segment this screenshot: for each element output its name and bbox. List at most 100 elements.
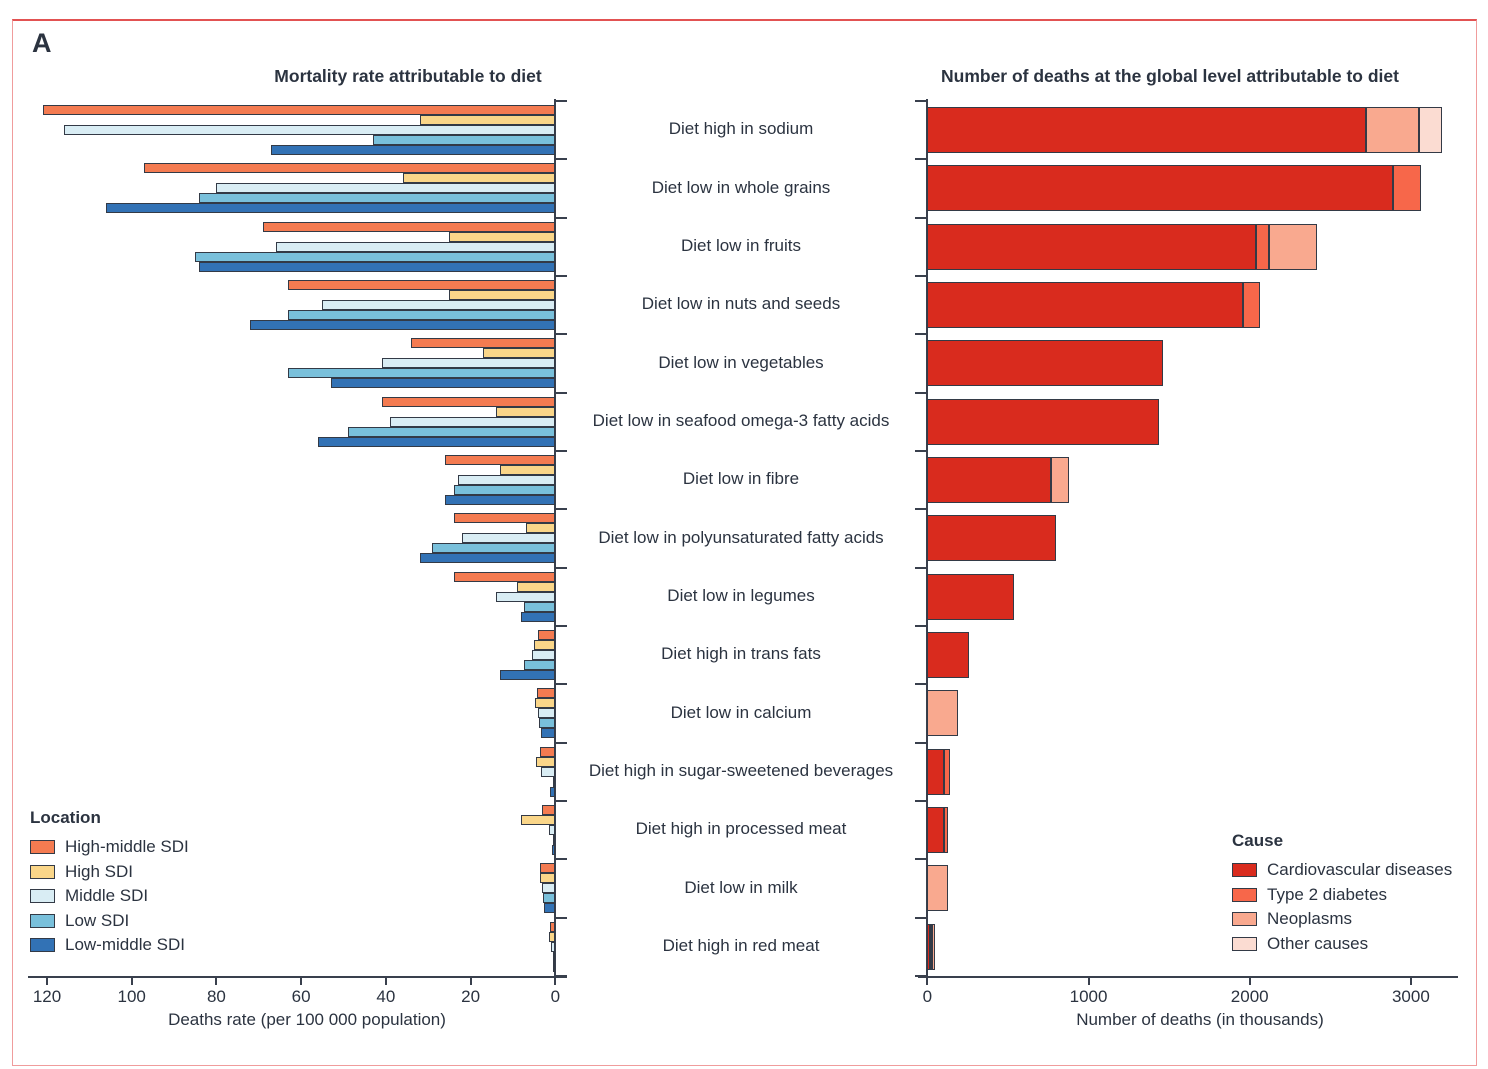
bar-diet-low-in-fibre-low-middle-sdi [445, 495, 556, 505]
left-x-tick-label: 20 [461, 987, 481, 1006]
bar-diet-high-in-sugar-sweetened-beverages-high-sdi [535, 756, 556, 767]
bar-segment-diet-low-in-calcium-neoplasms [927, 690, 958, 737]
bar-diet-low-in-calcium-middle-sdi [538, 708, 556, 719]
legend-label-other-causes: Other causes [1267, 933, 1369, 953]
right-x-tick [1409, 978, 1412, 985]
category-label-diet-high-in-sodium: Diet high in sodium [668, 119, 814, 139]
category-label-diet-high-in-trans-fats: Diet high in trans fats [661, 644, 821, 664]
right-x-axis-title: Number of deaths (in thousands) [1076, 1010, 1324, 1029]
left-x-tick [300, 978, 303, 985]
bar-segment-diet-low-in-fibre-neoplasms [1051, 457, 1070, 503]
right-chart-title: Number of deaths at the global level att… [941, 66, 1399, 86]
bar-diet-low-in-nuts-and-seeds-middle-sdi [322, 300, 556, 310]
legend-item-low-middle-sdi: Low-middle SDI [30, 933, 189, 958]
right-x-tick-label: 1000 [1069, 987, 1108, 1006]
legend-label-low-sdi: Low SDI [65, 910, 130, 930]
bar-diet-high-in-trans-fats-high-sdi [534, 640, 556, 650]
right-x-axis-line [918, 976, 1458, 978]
right-group-tick [915, 158, 928, 161]
right-group-tick [915, 741, 928, 744]
bar-diet-high-in-sugar-sweetened-beverages-low-middle-sdi [549, 786, 556, 797]
bar-diet-high-in-processed-meat-high-sdi [521, 815, 556, 825]
left-x-tick [215, 978, 218, 985]
bar-segment-diet-low-in-nuts-and-seeds-cardiovascular-diseases [927, 282, 1244, 328]
bar-diet-low-in-milk-high-middle-sdi [540, 863, 556, 874]
bar-diet-low-in-fibre-high-middle-sdi [445, 455, 556, 465]
bar-segment-diet-high-in-sodium-cardiovascular-diseases [927, 107, 1366, 153]
category-label-diet-low-in-seafood-omega-3-fatty-acids: Diet low in seafood omega-3 fatty acids [592, 410, 890, 430]
bar-diet-high-in-sugar-sweetened-beverages-high-middle-sdi [539, 746, 556, 757]
legend-item-low-sdi: Low SDI [30, 909, 189, 934]
right-group-tick [915, 508, 928, 511]
bar-diet-low-in-polyunsaturated-fatty-acids-middle-sdi [462, 533, 556, 544]
left-group-tick [555, 275, 568, 277]
bar-segment-diet-high-in-processed-meat-cardiovascular-diseases [927, 807, 944, 853]
right-x-tick-label: 3000 [1391, 987, 1430, 1006]
high-middle-sdi-swatch-icon [30, 840, 55, 855]
bar-diet-high-in-trans-fats-high-middle-sdi [538, 630, 556, 640]
bar-diet-low-in-polyunsaturated-fatty-acids-high-sdi [525, 523, 556, 534]
low-middle-sdi-swatch-icon [30, 938, 55, 953]
category-label-diet-low-in-vegetables: Diet low in vegetables [658, 352, 824, 372]
bar-segment-diet-high-in-trans-fats-cardiovascular-diseases [927, 632, 970, 678]
bar-diet-low-in-seafood-omega-3-fatty-acids-low-sdi [347, 426, 556, 437]
category-label-diet-low-in-calcium: Diet low in calcium [670, 702, 812, 722]
bar-diet-low-in-milk-middle-sdi [541, 883, 556, 894]
right-group-tick [915, 216, 928, 219]
bar-diet-high-in-processed-meat-middle-sdi [548, 825, 556, 835]
left-group-tick [555, 858, 568, 861]
bar-diet-low-in-fruits-low-sdi [195, 251, 556, 262]
category-label-diet-high-in-processed-meat: Diet high in processed meat [635, 819, 847, 839]
bar-diet-low-in-vegetables-high-middle-sdi [411, 338, 556, 349]
bar-segment-diet-high-in-red-meat-type-2-diabetes [929, 923, 933, 970]
left-x-tick-label: 60 [291, 987, 311, 1006]
bar-diet-low-in-legumes-low-middle-sdi [521, 611, 556, 622]
right-x-tick-label: 0 [922, 987, 933, 1006]
left-x-axis-line [28, 976, 567, 978]
bar-diet-low-in-vegetables-high-sdi [483, 348, 556, 359]
bar-diet-high-in-trans-fats-low-sdi [523, 660, 556, 670]
right-group-tick [915, 916, 928, 919]
legend-item-middle-sdi: Middle SDI [30, 884, 189, 909]
bar-diet-high-in-red-meat-low-sdi [552, 951, 556, 962]
bar-diet-low-in-fruits-middle-sdi [275, 241, 556, 252]
left-x-tick [46, 978, 48, 985]
left-x-tick-label: 100 [117, 987, 146, 1006]
bar-segment-diet-low-in-fruits-type-2-diabetes [1256, 223, 1270, 270]
left-group-tick [555, 741, 568, 744]
bar-diet-low-in-fruits-low-middle-sdi [199, 261, 556, 272]
legend-label-neoplasms: Neoplasms [1267, 909, 1353, 929]
category-label-diet-low-in-nuts-and-seeds: Diet low in nuts and seeds [641, 294, 841, 314]
bar-diet-high-in-sodium-high-middle-sdi [42, 105, 556, 115]
bar-diet-low-in-whole-grains-high-middle-sdi [144, 163, 556, 174]
bar-diet-high-in-sodium-low-sdi [373, 135, 556, 145]
bar-segment-diet-high-in-sodium-other-causes [1418, 107, 1442, 153]
right-x-tick [926, 978, 929, 985]
right-x-tick [1248, 978, 1251, 985]
legend-label-high-sdi: High SDI [65, 861, 134, 881]
bar-diet-low-in-milk-low-sdi [542, 893, 556, 904]
figure-frame [12, 19, 1477, 1066]
bar-diet-low-in-fibre-middle-sdi [457, 475, 556, 485]
category-label-diet-low-in-polyunsaturated-fatty-acids: Diet low in polyunsaturated fatty acids [598, 527, 884, 547]
bar-diet-low-in-seafood-omega-3-fatty-acids-high-middle-sdi [381, 396, 556, 407]
bar-diet-low-in-seafood-omega-3-fatty-acids-middle-sdi [390, 416, 556, 427]
legend-label-low-middle-sdi: Low-middle SDI [65, 935, 185, 955]
legend-label-high-middle-sdi: High-middle SDI [65, 837, 189, 857]
bar-diet-low-in-vegetables-low-sdi [288, 368, 556, 379]
right-group-tick [915, 391, 928, 394]
bar-diet-low-in-whole-grains-low-sdi [199, 193, 556, 204]
bar-diet-low-in-legumes-middle-sdi [495, 591, 556, 602]
left-x-tick [384, 978, 387, 985]
legend-item-other-causes: Other causes [1232, 932, 1452, 957]
bar-diet-low-in-fruits-high-sdi [449, 231, 556, 242]
left-x-tick-label: 120 [32, 987, 62, 1006]
legend-item-cardiovascular-diseases: Cardiovascular diseases [1232, 858, 1452, 883]
bar-diet-low-in-whole-grains-high-sdi [402, 173, 556, 184]
bar-segment-diet-high-in-processed-meat-type-2-diabetes [943, 807, 949, 853]
bar-diet-high-in-sodium-middle-sdi [63, 125, 556, 135]
bar-diet-low-in-legumes-high-sdi [517, 581, 556, 592]
bar-diet-low-in-seafood-omega-3-fatty-acids-low-middle-sdi [318, 436, 556, 447]
legend-label-type-2-diabetes: Type 2 diabetes [1267, 884, 1388, 904]
bar-segment-diet-low-in-fibre-cardiovascular-diseases [927, 457, 1052, 503]
